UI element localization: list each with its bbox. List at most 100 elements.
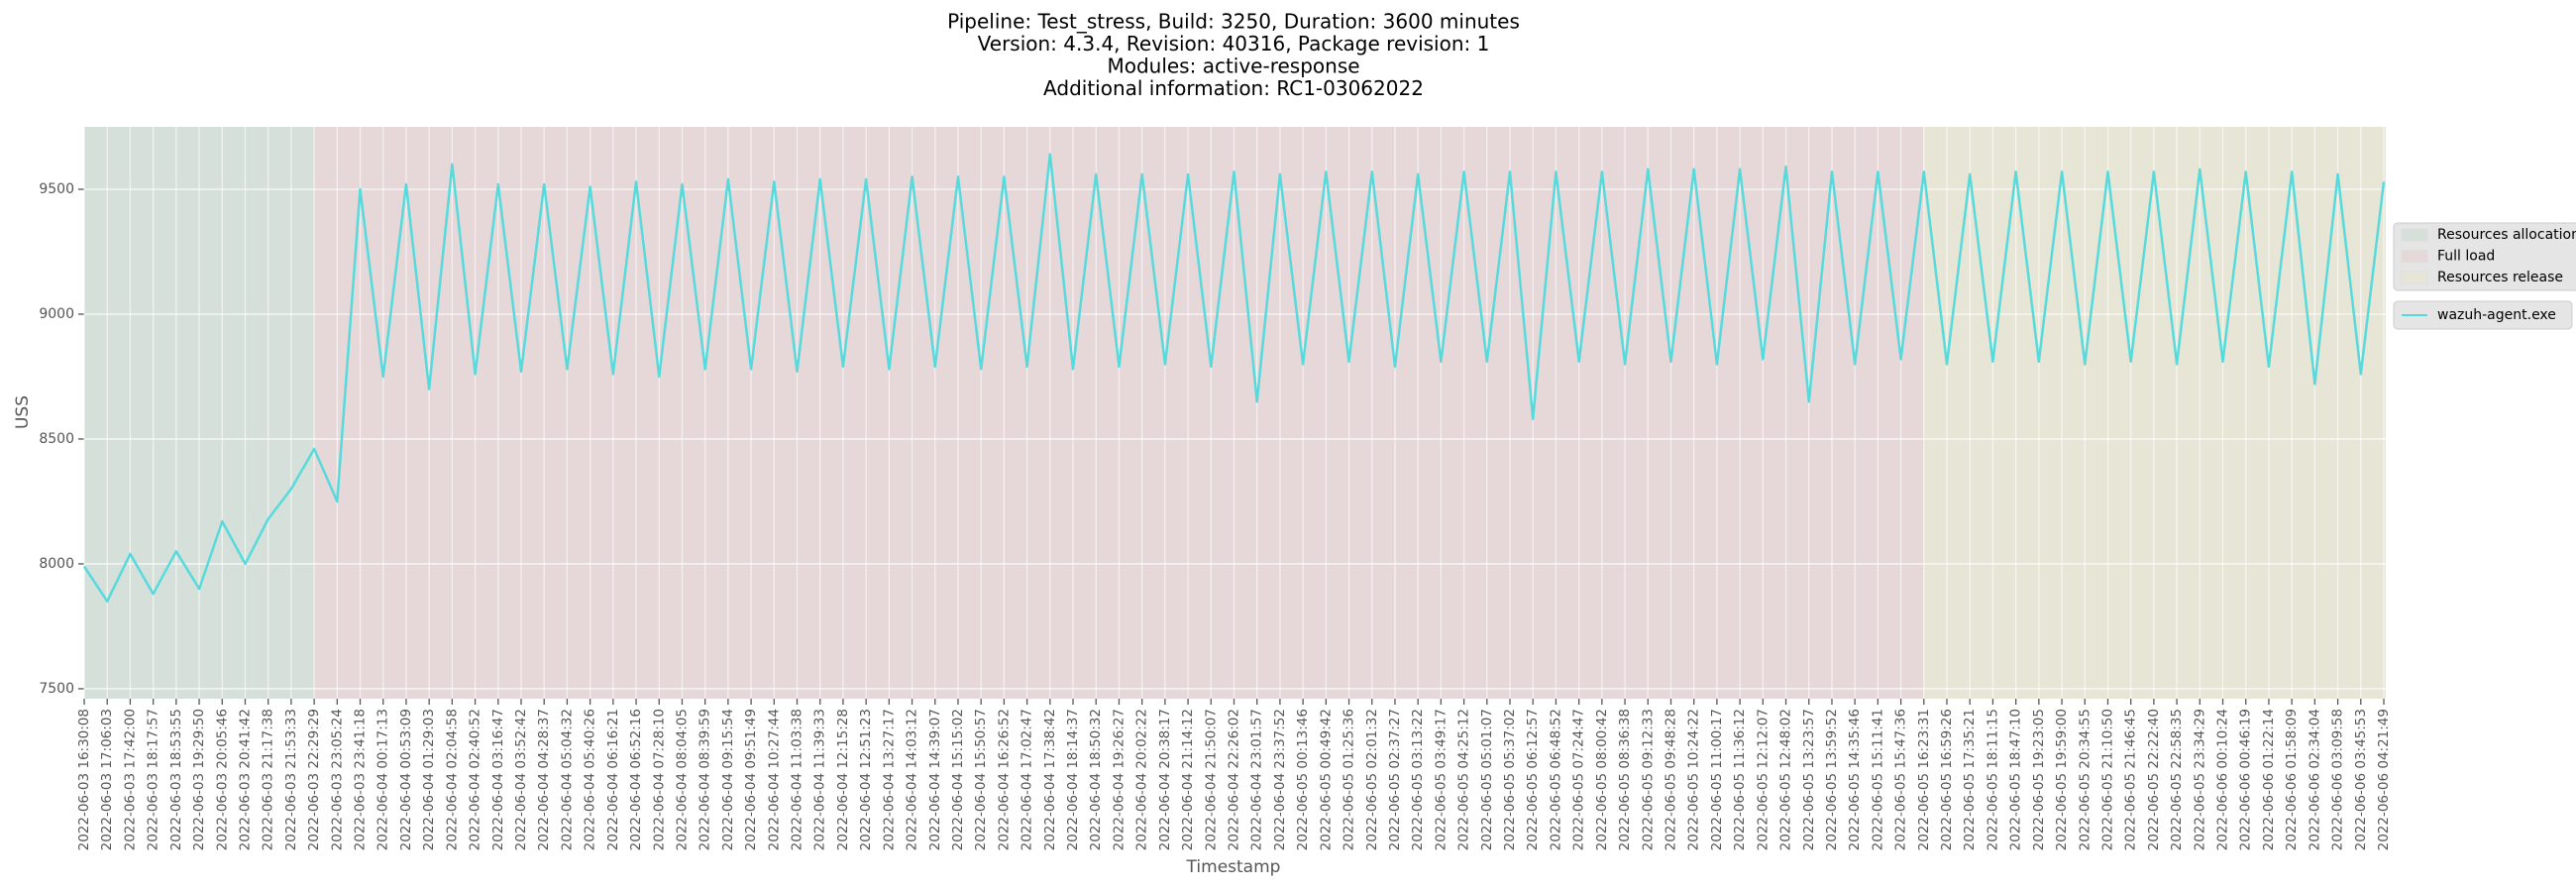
x-tick-label: 2022-06-05 07:24:47 [1571, 709, 1587, 850]
x-tick-label: 2022-06-03 21:53:33 [283, 709, 299, 850]
x-tick-label: 2022-06-04 17:38:42 [1042, 709, 1058, 850]
y-tick-label: 8000 [39, 556, 74, 572]
x-tick-label: 2022-06-05 16:59:26 [1939, 709, 1955, 850]
x-tick-label: 2022-06-04 21:50:07 [1203, 709, 1219, 850]
x-tick-label: 2022-06-05 22:58:35 [2169, 709, 2185, 850]
x-tick-label: 2022-06-03 20:41:42 [237, 709, 253, 850]
x-tick-label: 2022-06-06 03:45:53 [2353, 709, 2369, 850]
x-tick-label: 2022-06-04 08:39:59 [698, 709, 713, 850]
x-tick-label: 2022-06-06 01:22:14 [2261, 709, 2277, 850]
y-tick-label: 9000 [39, 306, 74, 322]
x-tick-label: 2022-06-05 02:37:27 [1387, 709, 1403, 850]
x-tick-label: 2022-06-04 21:14:12 [1180, 709, 1196, 850]
x-tick-label: 2022-06-03 21:17:38 [261, 709, 276, 850]
x-tick-label: 2022-06-05 19:23:05 [2031, 709, 2047, 850]
x-tick-label: 2022-06-04 03:52:42 [513, 709, 529, 850]
x-tick-label: 2022-06-04 10:27:44 [766, 709, 782, 850]
legend-text: Resources allocation [2437, 227, 2576, 243]
x-tick-label: 2022-06-05 11:36:12 [1732, 709, 1748, 850]
x-tick-label: 2022-06-04 18:50:32 [1088, 709, 1104, 850]
y-tick-label: 7500 [39, 681, 74, 697]
y-tick-label: 8500 [39, 431, 74, 447]
x-tick-label: 2022-06-03 16:30:08 [76, 709, 92, 850]
x-tick-label: 2022-06-03 18:53:55 [168, 709, 184, 850]
legend-frame [2393, 300, 2573, 330]
x-tick-label: 2022-06-05 04:25:12 [1456, 709, 1472, 850]
x-tick-label: 2022-06-04 11:03:38 [790, 709, 805, 850]
x-tick-label: 2022-06-05 18:11:15 [1985, 709, 2000, 850]
x-tick-label: 2022-06-05 09:48:28 [1663, 709, 1678, 850]
x-tick-label: 2022-06-04 18:14:37 [1065, 709, 1081, 850]
x-tick-label: 2022-06-05 06:12:57 [1525, 709, 1541, 850]
x-tick-label: 2022-06-03 23:41:18 [353, 709, 369, 850]
x-tick-label: 2022-06-04 05:40:26 [583, 709, 598, 850]
x-tick-label: 2022-06-05 03:13:22 [1410, 709, 1426, 850]
legend-swatch [2401, 271, 2428, 284]
x-tick-label: 2022-06-06 02:34:04 [2307, 709, 2322, 850]
x-tick-label: 2022-06-04 15:50:57 [973, 709, 989, 850]
x-tick-label: 2022-06-06 00:10:24 [2215, 709, 2231, 850]
chart-title: Modules: active-response [1107, 55, 1359, 78]
title-block: Pipeline: Test_stress, Build: 3250, Dura… [947, 10, 1520, 101]
x-tick-label: 2022-06-04 06:16:21 [605, 709, 621, 850]
data-line [82, 153, 2386, 603]
x-tick-label: 2022-06-03 23:05:24 [329, 709, 345, 850]
x-tick-label: 2022-06-04 02:40:52 [468, 709, 483, 850]
x-tick-label: 2022-06-05 02:01:32 [1364, 709, 1380, 850]
x-tick-label: 2022-06-04 00:17:13 [376, 709, 391, 850]
x-tick-label: 2022-06-05 12:48:02 [1778, 709, 1794, 850]
x-tick-label: 2022-06-06 04:21:49 [2376, 709, 2392, 850]
x-tick-label: 2022-06-05 01:25:36 [1342, 709, 1357, 850]
legend-frame [2393, 222, 2576, 291]
x-tick-label: 2022-06-04 05:04:32 [559, 709, 575, 850]
phase-band [1923, 127, 2386, 699]
x-tick-label: 2022-06-05 14:35:46 [1847, 709, 1863, 850]
x-tick-label: 2022-06-04 04:28:37 [536, 709, 552, 850]
x-tick-label: 2022-06-05 18:47:10 [2008, 709, 2024, 850]
x-tick-label: 2022-06-03 17:42:00 [122, 709, 138, 850]
x-tick-label: 2022-06-05 19:59:00 [2054, 709, 2070, 850]
x-tick-label: 2022-06-04 19:26:27 [1111, 709, 1127, 850]
x-tick-label: 2022-06-06 00:46:19 [2238, 709, 2254, 850]
x-tick-label: 2022-06-04 16:26:52 [996, 709, 1012, 850]
x-tick-label: 2022-06-04 23:37:52 [1272, 709, 1288, 850]
x-tick-label: 2022-06-05 10:24:22 [1686, 709, 1702, 850]
x-tick-label: 2022-06-03 19:29:50 [191, 709, 207, 850]
y-axis-label: USS [13, 395, 33, 429]
x-tick-label: 2022-06-04 23:01:57 [1249, 709, 1265, 850]
x-tick-label: 2022-06-05 06:48:52 [1548, 709, 1563, 850]
x-tick-label: 2022-06-04 14:03:12 [905, 709, 920, 850]
x-tick-label: 2022-06-04 11:39:33 [812, 709, 828, 850]
x-tick-label: 2022-06-03 18:17:57 [146, 709, 161, 850]
x-tick-label: 2022-06-04 13:27:17 [881, 709, 897, 850]
x-tick-label: 2022-06-05 00:49:42 [1318, 709, 1334, 850]
x-tick-label: 2022-06-05 13:59:52 [1824, 709, 1840, 850]
x-tick-label: 2022-06-04 00:53:09 [398, 709, 414, 850]
x-tick-label: 2022-06-04 22:26:02 [1227, 709, 1242, 850]
x-tick-label: 2022-06-05 11:00:17 [1709, 709, 1725, 850]
x-tick-label: 2022-06-04 15:15:02 [950, 709, 966, 850]
x-tick-label: 2022-06-05 23:34:29 [2192, 709, 2207, 850]
x-tick-label: 2022-06-04 01:29:03 [421, 709, 437, 850]
x-tick-label: 2022-06-05 08:36:38 [1617, 709, 1633, 850]
x-tick-label: 2022-06-04 02:04:58 [444, 709, 460, 850]
chart-title: Additional information: RC1-03062022 [1043, 76, 1424, 100]
x-tick-label: 2022-06-04 20:38:17 [1157, 709, 1173, 850]
x-tick-label: 2022-06-06 03:09:58 [2330, 709, 2346, 850]
x-tick-label: 2022-06-05 00:13:46 [1295, 709, 1311, 850]
x-tick-label: 2022-06-05 13:23:57 [1801, 709, 1817, 850]
x-tick-label: 2022-06-04 07:28:10 [651, 709, 667, 850]
x-tick-label: 2022-06-05 09:12:33 [1640, 709, 1656, 850]
x-tick-label: 2022-06-05 16:23:31 [1916, 709, 1932, 850]
x-tick-label: 2022-06-05 20:34:55 [2077, 709, 2093, 850]
legend-swatch [2401, 228, 2428, 242]
x-tick-label: 2022-06-03 22:29:29 [306, 709, 322, 850]
x-tick-label: 2022-06-05 03:49:17 [1433, 709, 1449, 850]
legend-text: Full load [2437, 249, 2495, 265]
legend-text: wazuh-agent.exe [2437, 307, 2556, 323]
x-tick-label: 2022-06-05 05:37:02 [1502, 709, 1518, 850]
x-tick-label: 2022-06-03 20:05:46 [214, 709, 230, 850]
x-tick-label: 2022-06-05 08:00:42 [1594, 709, 1610, 850]
x-tick-label: 2022-06-04 14:39:07 [927, 709, 943, 850]
